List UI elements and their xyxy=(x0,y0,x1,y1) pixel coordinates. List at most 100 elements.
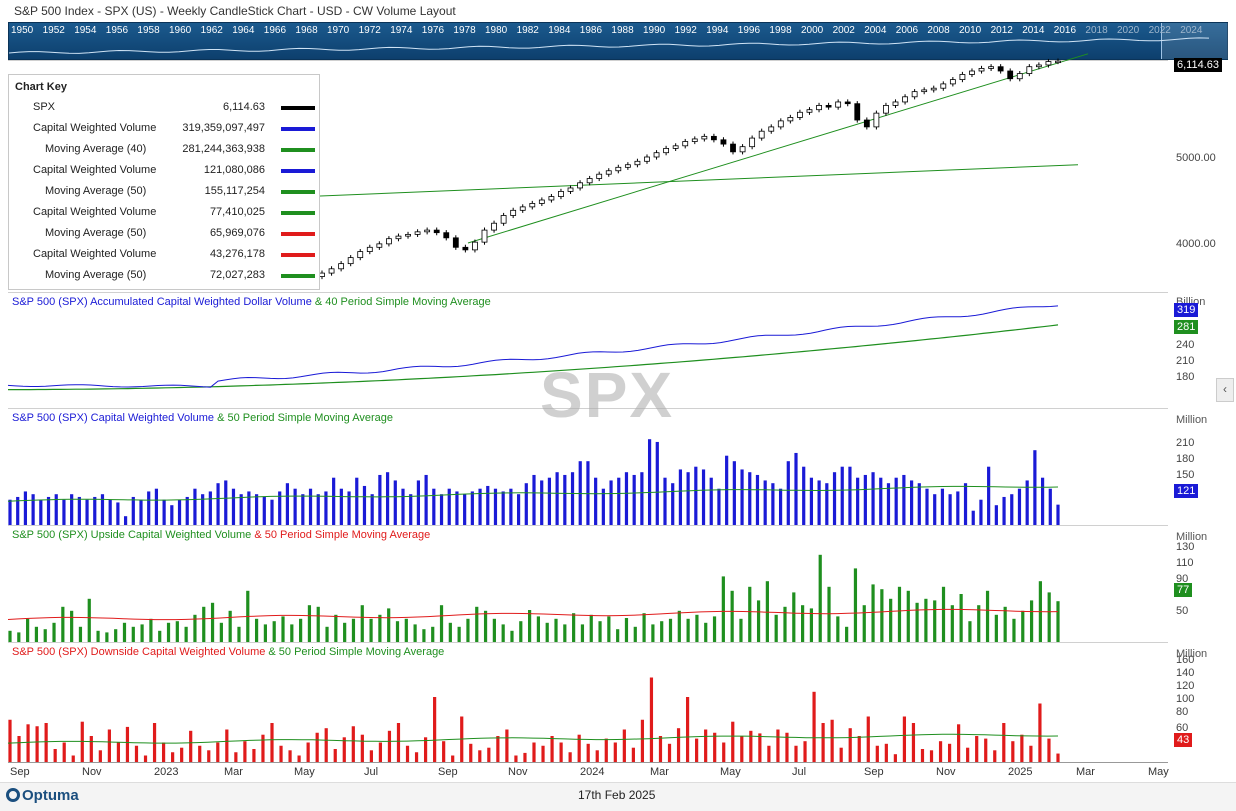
downside-bar[interactable] xyxy=(333,749,337,762)
cwv-bar[interactable] xyxy=(62,499,66,525)
cwv-bar[interactable] xyxy=(825,483,829,525)
upside-ma-line[interactable] xyxy=(7,608,1059,621)
cwv-bar[interactable] xyxy=(416,480,421,525)
candle[interactable] xyxy=(328,268,335,274)
timeline-year[interactable]: 2010 xyxy=(959,25,982,36)
cwv-bar[interactable] xyxy=(486,485,490,525)
downside-bar[interactable] xyxy=(478,750,482,762)
cwv-bar[interactable] xyxy=(856,477,860,525)
upside-bar[interactable] xyxy=(1047,592,1051,642)
timeline-year[interactable]: 1962 xyxy=(200,25,223,36)
cwv-bar[interactable] xyxy=(432,488,436,525)
candle[interactable] xyxy=(768,126,775,132)
candle[interactable] xyxy=(577,182,583,189)
downside-bar[interactable] xyxy=(803,741,807,762)
cwv-bar[interactable] xyxy=(470,491,474,525)
cwv-bar[interactable] xyxy=(586,461,590,525)
candle[interactable] xyxy=(405,233,411,237)
upside-bar[interactable] xyxy=(985,590,990,642)
upside-bar[interactable] xyxy=(52,622,56,642)
upside-bar[interactable] xyxy=(580,624,585,642)
timeline-year[interactable]: 1958 xyxy=(137,25,160,36)
upside-bar[interactable] xyxy=(351,618,356,642)
cwv-bar[interactable] xyxy=(401,488,405,525)
candle[interactable] xyxy=(596,173,603,179)
cwv-bar[interactable] xyxy=(478,488,482,525)
cwv-bar[interactable] xyxy=(886,483,891,525)
cwv-bar[interactable] xyxy=(216,483,220,525)
candle[interactable] xyxy=(472,241,478,251)
upside-bar[interactable] xyxy=(668,618,673,642)
cwv-bar[interactable] xyxy=(254,494,259,525)
upside-bar[interactable] xyxy=(598,621,602,642)
downside-bar[interactable] xyxy=(261,734,265,762)
upside-bar[interactable] xyxy=(149,618,153,642)
candle[interactable] xyxy=(758,130,765,139)
downside-bar[interactable] xyxy=(776,729,780,763)
cwv-bar[interactable] xyxy=(177,499,182,525)
downside-bar[interactable] xyxy=(1011,741,1015,762)
cwv-bar[interactable] xyxy=(516,494,521,525)
timeline-year[interactable]: 2006 xyxy=(895,25,919,36)
cwv-bar[interactable] xyxy=(201,494,205,525)
candle[interactable] xyxy=(424,229,431,233)
accum-panel[interactable]: S&P 500 (SPX) Accumulated Capital Weight… xyxy=(7,292,1168,409)
downside-bar[interactable] xyxy=(938,741,943,762)
candle[interactable] xyxy=(835,101,842,108)
downside-bar[interactable] xyxy=(98,750,102,762)
cwv-bar[interactable] xyxy=(817,480,821,525)
cwv-bar[interactable] xyxy=(909,480,914,525)
upside-bar[interactable] xyxy=(1012,618,1016,642)
timeline-year[interactable]: 1980 xyxy=(485,25,508,36)
candle[interactable] xyxy=(366,246,373,253)
cwv-bar[interactable] xyxy=(339,488,343,525)
upside-bar[interactable] xyxy=(836,616,840,642)
cwv-bar[interactable] xyxy=(617,477,621,525)
cwv-bar[interactable] xyxy=(771,483,775,525)
candle[interactable] xyxy=(1035,64,1042,68)
downside-bar[interactable] xyxy=(414,752,419,762)
downside-bar[interactable] xyxy=(911,723,916,762)
cwv-bar[interactable] xyxy=(701,469,706,525)
downside-bar[interactable] xyxy=(1020,734,1024,762)
cwv-bar[interactable] xyxy=(547,477,552,525)
candle[interactable] xyxy=(605,170,612,175)
downside-bar[interactable] xyxy=(369,750,373,762)
upside-bar[interactable] xyxy=(1003,606,1007,642)
cwv-bar[interactable] xyxy=(293,488,297,525)
cwv-bar[interactable] xyxy=(879,477,883,525)
cwv-bar[interactable] xyxy=(1048,488,1052,525)
timeline-year[interactable]: 1984 xyxy=(548,25,571,36)
cwv-bar[interactable] xyxy=(193,488,197,525)
timeline-year[interactable]: 2004 xyxy=(864,25,887,36)
downside-ma-line[interactable] xyxy=(7,733,1059,744)
downside-bar[interactable] xyxy=(595,750,599,762)
candle[interactable] xyxy=(930,87,937,91)
upside-bar[interactable] xyxy=(1021,610,1025,642)
upside-bar[interactable] xyxy=(774,614,778,642)
chart-key-row[interactable]: SPX 6,114.63 xyxy=(9,97,321,117)
upside-bar[interactable] xyxy=(413,624,417,642)
cwv-bar[interactable] xyxy=(832,472,837,525)
downside-bar[interactable] xyxy=(622,729,626,763)
downside-bar[interactable] xyxy=(496,736,500,762)
chart-key[interactable]: Chart Key SPX 6,114.63 Capital Weighted Vo… xyxy=(8,74,320,290)
downside-bar[interactable] xyxy=(207,750,211,762)
cwv-bar[interactable] xyxy=(147,491,151,525)
upside-bar[interactable] xyxy=(457,626,461,642)
cwv-bar[interactable] xyxy=(1017,488,1022,525)
candle[interactable] xyxy=(510,209,517,216)
upside-bar[interactable] xyxy=(158,630,162,642)
timeline-year[interactable]: 1970 xyxy=(327,25,350,36)
upside-bar[interactable] xyxy=(360,605,364,642)
candle[interactable] xyxy=(1007,70,1014,80)
cwv-bar[interactable] xyxy=(809,477,814,525)
upside-bar[interactable] xyxy=(950,605,954,642)
downside-bar[interactable] xyxy=(767,745,771,762)
downside-bar[interactable] xyxy=(53,749,57,762)
upside-bar[interactable] xyxy=(677,610,681,642)
upside-bar[interactable] xyxy=(801,605,805,642)
timeline-year[interactable]: 1974 xyxy=(390,25,413,36)
cwv-bar[interactable] xyxy=(46,496,51,525)
cwv-bar[interactable] xyxy=(979,499,983,525)
